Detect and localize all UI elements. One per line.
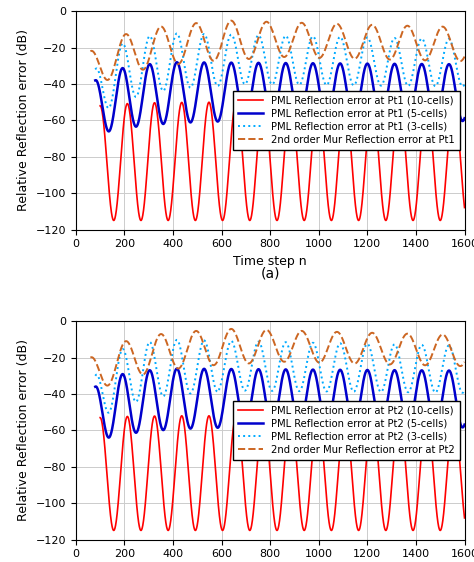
2nd order Mur Reflection error at Pt2 [462,359,467,365]
2nd order Mur Reflection error at Pt2 [334,328,340,335]
PML Reflection error at Pt2 (3-cells) [381,386,386,392]
2nd order Mur Reflection error at Pt2 [199,336,205,343]
2nd order Mur Reflection error at Pt2 [216,354,222,361]
Line: PML Reflection error at Pt1 (5-cells): PML Reflection error at Pt1 (5-cells) [95,62,465,132]
PML Reflection error at Pt1 (10-cells) [199,161,205,168]
Line: PML Reflection error at Pt2 (10-cells): PML Reflection error at Pt2 (10-cells) [100,416,465,531]
PML Reflection error at Pt2 (10-cells) [216,509,222,516]
PML Reflection error at Pt1 (3-cells) [462,81,467,88]
Text: (a): (a) [260,266,280,280]
X-axis label: Time step n: Time step n [233,255,307,268]
PML Reflection error at Pt2 (10-cells) [375,454,381,461]
PML Reflection error at Pt2 (3-cells) [375,383,381,389]
PML Reflection error at Pt2 (10-cells) [199,473,205,480]
PML Reflection error at Pt1 (3-cells) [375,76,381,83]
2nd order Mur Reflection error at Pt1 [375,29,381,36]
2nd order Mur Reflection error at Pt1 [462,53,467,60]
Line: PML Reflection error at Pt1 (10-cells): PML Reflection error at Pt1 (10-cells) [100,102,465,220]
PML Reflection error at Pt1 (5-cells) [216,117,222,124]
PML Reflection error at Pt1 (10-cells) [381,207,386,214]
Y-axis label: Relative Reflection error (dB): Relative Reflection error (dB) [17,29,30,211]
Y-axis label: Relative Reflection error (dB): Relative Reflection error (dB) [17,339,30,522]
PML Reflection error at Pt2 (5-cells) [375,416,381,423]
PML Reflection error at Pt2 (5-cells) [199,369,205,376]
Line: 2nd order Mur Reflection error at Pt1: 2nd order Mur Reflection error at Pt1 [91,21,465,80]
PML Reflection error at Pt1 (5-cells) [462,115,467,121]
Line: PML Reflection error at Pt1 (3-cells): PML Reflection error at Pt1 (3-cells) [95,33,465,108]
PML Reflection error at Pt2 (5-cells) [462,422,467,428]
Legend: PML Reflection error at Pt1 (10-cells), PML Reflection error at Pt1 (5-cells), P: PML Reflection error at Pt1 (10-cells), … [233,91,459,150]
PML Reflection error at Pt2 (5-cells) [334,374,340,381]
PML Reflection error at Pt1 (10-cells) [462,204,467,211]
2nd order Mur Reflection error at Pt1 [319,53,324,60]
PML Reflection error at Pt2 (3-cells) [334,346,340,353]
2nd order Mur Reflection error at Pt2 [381,351,386,358]
PML Reflection error at Pt1 (3-cells) [216,81,222,88]
2nd order Mur Reflection error at Pt1 [334,20,340,27]
PML Reflection error at Pt2 (3-cells) [199,341,205,347]
PML Reflection error at Pt1 (10-cells) [334,176,340,183]
PML Reflection error at Pt1 (5-cells) [199,63,205,70]
PML Reflection error at Pt2 (5-cells) [381,420,386,427]
2nd order Mur Reflection error at Pt1 [216,49,222,56]
2nd order Mur Reflection error at Pt2 [375,337,381,343]
PML Reflection error at Pt1 (3-cells) [334,40,340,47]
2nd order Mur Reflection error at Pt1 [381,46,386,52]
PML Reflection error at Pt1 (5-cells) [381,114,386,120]
PML Reflection error at Pt2 (10-cells) [334,487,340,494]
PML Reflection error at Pt1 (10-cells) [216,198,222,205]
PML Reflection error at Pt1 (5-cells) [334,68,340,75]
PML Reflection error at Pt2 (3-cells) [462,387,467,394]
PML Reflection error at Pt1 (3-cells) [381,79,386,85]
2nd order Mur Reflection error at Pt1 [199,29,205,36]
PML Reflection error at Pt1 (3-cells) [319,65,324,72]
PML Reflection error at Pt1 (5-cells) [319,98,324,105]
PML Reflection error at Pt1 (3-cells) [199,34,205,40]
PML Reflection error at Pt1 (5-cells) [375,110,381,117]
PML Reflection error at Pt2 (10-cells) [319,429,324,436]
2nd order Mur Reflection error at Pt2 [319,359,324,365]
PML Reflection error at Pt2 (10-cells) [381,518,386,524]
Line: 2nd order Mur Reflection error at Pt2: 2nd order Mur Reflection error at Pt2 [91,329,465,386]
PML Reflection error at Pt1 (10-cells) [319,116,324,123]
Line: PML Reflection error at Pt2 (3-cells): PML Reflection error at Pt2 (3-cells) [95,340,465,413]
PML Reflection error at Pt2 (3-cells) [319,372,324,379]
PML Reflection error at Pt2 (3-cells) [216,387,222,394]
PML Reflection error at Pt2 (5-cells) [319,405,324,411]
Line: PML Reflection error at Pt2 (5-cells): PML Reflection error at Pt2 (5-cells) [95,369,465,438]
PML Reflection error at Pt2 (5-cells) [216,423,222,430]
PML Reflection error at Pt2 (10-cells) [462,515,467,522]
PML Reflection error at Pt1 (10-cells) [375,142,381,148]
Legend: PML Reflection error at Pt2 (10-cells), PML Reflection error at Pt2 (5-cells), P: PML Reflection error at Pt2 (10-cells), … [233,401,459,460]
